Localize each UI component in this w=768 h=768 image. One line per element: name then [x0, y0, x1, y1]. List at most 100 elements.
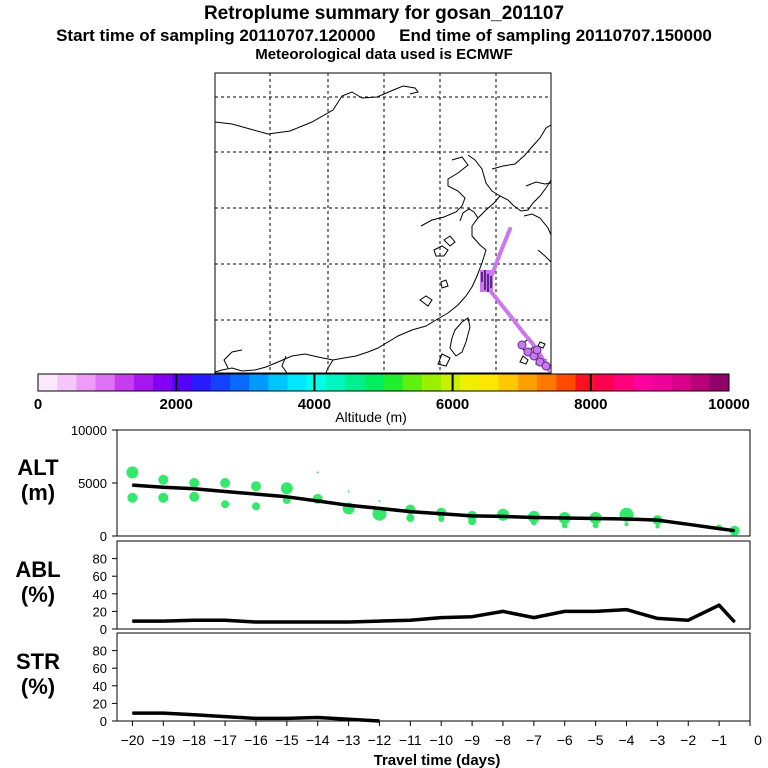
x-axis-label: Travel time (days) [374, 752, 501, 768]
line-point [595, 610, 597, 613]
x-tick-label: −9 [464, 732, 480, 748]
colorbar-swatch [421, 374, 442, 391]
y-tick-label: 40 [93, 587, 107, 602]
colorbar-swatch [517, 374, 538, 391]
line-point [502, 515, 504, 518]
y-axis-unit: (%) [21, 582, 55, 607]
scatter-point [221, 500, 230, 509]
line-point [255, 717, 257, 720]
colorbar-swatch [479, 374, 500, 391]
line-point [317, 716, 319, 719]
plume-footprint [480, 227, 551, 372]
line-point [687, 523, 689, 525]
panel-alt: 0 5000 10000 ALT(m) [17, 423, 751, 544]
colorbar-tick-labels: 0 2000 4000 6000 8000 10000 [34, 396, 750, 413]
line-point [286, 621, 288, 623]
scatter-point [189, 491, 200, 502]
x-tick-label: −17 [213, 732, 237, 748]
scatter-point [561, 522, 568, 529]
y-tick-label: 80 [93, 552, 107, 567]
coastline-segment [325, 359, 334, 374]
x-tick-label: −19 [151, 732, 175, 748]
scatter-point [530, 519, 537, 526]
colorbar-swatch [652, 374, 672, 391]
colorbar-swatch [690, 374, 711, 391]
panel-frame [116, 632, 751, 722]
coastline-segment [523, 213, 552, 236]
y-tick-label: 60 [93, 661, 107, 676]
line-point [348, 621, 350, 623]
scatter-point [220, 478, 231, 488]
x-tick-label: −18 [182, 732, 206, 748]
line-point [131, 620, 133, 622]
y-tick-label: 0 [100, 714, 107, 729]
line-point [440, 617, 442, 619]
line-point [378, 620, 381, 622]
colorbar-swatch [249, 374, 269, 391]
x-tick-label: −8 [495, 732, 511, 748]
panel-abl: 0 20 40 60 80 ABL(%) [15, 540, 751, 637]
x-tick-label: −5 [588, 732, 604, 748]
line-point [718, 528, 720, 530]
colorbar-swatch [153, 374, 173, 391]
coastline-segment [437, 353, 451, 367]
colorbar-swatch [306, 374, 327, 391]
coastline-segment [281, 355, 288, 374]
colorbar-swatch [325, 374, 346, 391]
x-tick-label: −16 [244, 732, 268, 748]
coastline-segment [525, 181, 552, 187]
coastline-segment [519, 355, 529, 365]
coastline-segment [343, 249, 487, 359]
colorbar-swatch [575, 374, 596, 391]
line-point [595, 517, 597, 520]
time-series-panels: 0500010000ALT(m)020406080ABL(%)020406080… [15, 423, 751, 729]
colorbar-swatch [671, 374, 692, 391]
y-axis-label: ABL [15, 557, 60, 582]
y-tick-label: 20 [93, 604, 107, 619]
plume-track-south [486, 286, 551, 372]
y-axis-unit: (m) [21, 480, 55, 505]
coastline-segment [449, 317, 471, 357]
colorbar-swatch [383, 374, 404, 391]
colorbar-frame [37, 373, 730, 392]
line-point [255, 621, 257, 623]
sampling-time-line: Start time of sampling 20110707.120000 E… [56, 26, 712, 45]
scatter-point [127, 492, 138, 503]
colorbar-tick-label: 8000 [574, 396, 607, 413]
line-point [625, 609, 628, 611]
x-tick-label: −20 [121, 732, 145, 748]
met-data-line: Meteorological data used is ECMWF [255, 46, 513, 63]
x-tick-label: −11 [399, 732, 422, 748]
line-point [718, 604, 720, 606]
y-axis-label: STR [16, 649, 60, 674]
line-point [255, 493, 257, 495]
line-point [564, 610, 566, 613]
line-point [409, 511, 411, 513]
scatter-point [347, 490, 350, 493]
scatter-point [438, 516, 445, 522]
x-tick-label: −2 [680, 732, 696, 748]
x-tick-label: −6 [557, 732, 573, 748]
coastline-segment [433, 245, 449, 257]
x-tick-label: −14 [306, 732, 330, 748]
colorbar-tick-label: 0 [34, 396, 42, 413]
map-gridlines [215, 73, 551, 373]
colorbar-swatch [633, 374, 653, 391]
line-point [224, 490, 226, 493]
line-point [440, 513, 442, 515]
colorbar-swatch [460, 374, 480, 391]
panel-frame [116, 540, 751, 630]
y-tick-label: 5000 [78, 476, 107, 491]
line-point [162, 712, 164, 714]
colorbar-swatch [594, 374, 615, 391]
coastline-segment [214, 85, 419, 135]
x-tick-label: −1 [711, 732, 727, 748]
line-point [734, 530, 736, 532]
y-tick-label: 60 [93, 569, 107, 584]
y-tick-label: 20 [93, 696, 107, 711]
panel-str: 0 20 40 60 80 STR(%) [16, 632, 751, 729]
y-tick-label: 0 [100, 529, 107, 544]
map-description: Retroplume footprint map [380, 88, 392, 91]
x-tick-label: −15 [275, 732, 299, 748]
coastline-segment [471, 195, 501, 251]
